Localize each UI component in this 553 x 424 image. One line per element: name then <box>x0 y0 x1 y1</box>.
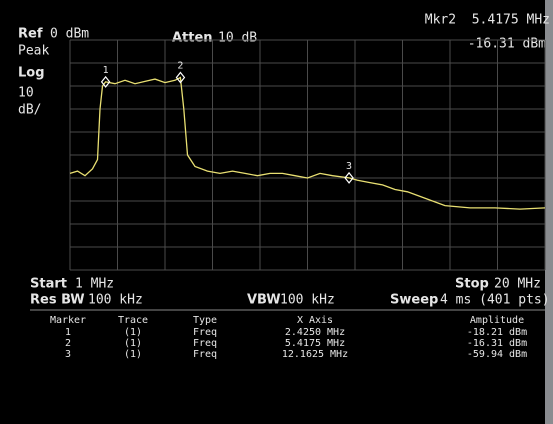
marker-label: 3 <box>346 161 352 172</box>
table-cell: (1) <box>124 327 142 338</box>
rbw-label: Res BW <box>30 293 85 308</box>
stop-label: Stop <box>455 277 489 292</box>
table-header: Marker <box>50 315 86 326</box>
sweep-value: 4 ms (401 pts) <box>440 293 550 308</box>
marker-amplitude: -16.31 dBm <box>468 37 546 52</box>
table-cell: -59.94 dBm <box>467 349 527 360</box>
table-cell: 3 <box>65 349 71 360</box>
table-cell: 1 <box>65 327 71 338</box>
table-cell: -18.21 dBm <box>467 327 527 338</box>
scale-per-div: 10 <box>18 86 34 101</box>
marker <box>344 171 354 184</box>
stop-value: 20 MHz <box>494 277 541 292</box>
start-label: Start <box>30 277 67 292</box>
table-cell: 2.4250 MHz <box>285 327 345 338</box>
table-header: Type <box>193 315 217 326</box>
marker-label: 1 <box>103 65 109 76</box>
table-header: Amplitude <box>470 315 524 326</box>
table-cell: (1) <box>124 338 142 349</box>
sweep-label: Sweep <box>390 293 438 308</box>
table-cell: Freq <box>193 327 217 338</box>
vbw-value: 100 kHz <box>280 293 335 308</box>
detector: Peak <box>18 44 49 59</box>
table-header: X Axis <box>297 315 333 326</box>
scale-type: Log <box>18 66 45 81</box>
scale-unit: dB/ <box>18 103 41 118</box>
bezel <box>545 0 553 424</box>
start-value: 1 MHz <box>75 277 114 292</box>
table-cell: 2 <box>65 338 71 349</box>
marker-label: 2 <box>177 61 183 72</box>
rbw-value: 100 kHz <box>88 293 143 308</box>
table-cell: Freq <box>193 338 217 349</box>
atten-value: 10 dB <box>218 31 257 46</box>
vbw-label: VBW <box>247 293 281 308</box>
table-header: Trace <box>118 315 148 326</box>
atten-label: Atten <box>172 31 213 46</box>
marker <box>175 71 186 84</box>
table-cell: -16.31 dBm <box>467 338 527 349</box>
table-cell: 5.4175 MHz <box>285 338 345 349</box>
table-cell: Freq <box>193 349 217 360</box>
marker-readout: Mkr2 5.4175 MHz <box>425 13 550 28</box>
ref-value: 0 dBm <box>50 27 89 42</box>
marker <box>100 75 111 88</box>
table-cell: 12.1625 MHz <box>282 349 348 360</box>
ref-label: Ref <box>18 27 43 42</box>
table-cell: (1) <box>124 349 142 360</box>
trace <box>69 76 546 210</box>
